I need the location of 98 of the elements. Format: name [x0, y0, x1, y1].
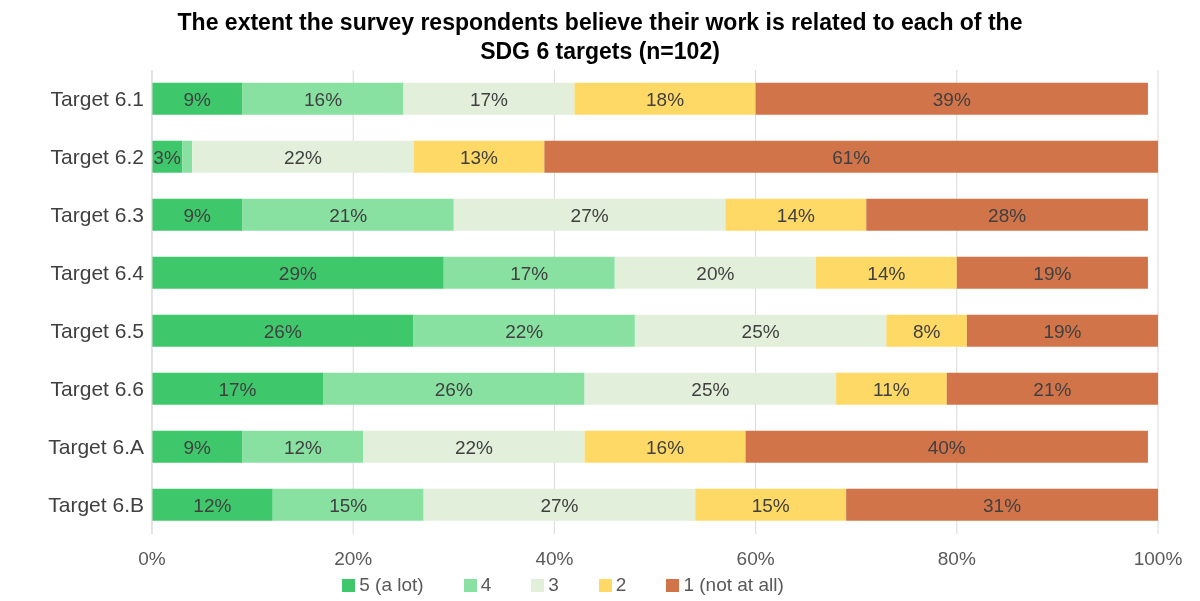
- data-label: 21%: [1033, 378, 1072, 400]
- data-label: 9%: [183, 88, 212, 110]
- bar: [363, 430, 585, 463]
- bar: [966, 314, 1158, 347]
- data-label: 12%: [283, 436, 323, 458]
- data-label: 26%: [434, 378, 473, 400]
- data-label: 16%: [304, 88, 343, 110]
- data-label: 25%: [741, 320, 780, 342]
- bar: [946, 372, 1158, 405]
- data-label: 11%: [873, 378, 910, 400]
- chart-title: The extent the survey respondents believe their work is related to each of the SDG 6 targets (n=102): [176, 8, 1024, 66]
- bar: [413, 314, 635, 347]
- data-label: 8%: [912, 320, 941, 342]
- data-label: 17%: [510, 262, 549, 284]
- data-label: 61%: [832, 146, 871, 168]
- bar: [413, 140, 545, 173]
- bar: [815, 256, 957, 289]
- data-label: 27%: [570, 204, 609, 226]
- y-tick-label: Target 6.5: [50, 319, 144, 343]
- data-label: 14%: [867, 262, 906, 284]
- bar: [725, 198, 867, 231]
- legend-label: 4: [480, 574, 492, 595]
- bar: [423, 488, 696, 521]
- data-label: 9%: [183, 204, 212, 226]
- data-label: 17%: [469, 88, 509, 110]
- data-label: 31%: [983, 494, 1022, 516]
- data-label: 22%: [454, 436, 494, 458]
- data-label: 12%: [193, 494, 232, 516]
- bar: [152, 256, 444, 289]
- bar: [866, 198, 1148, 231]
- data-label: 28%: [988, 204, 1027, 226]
- data-label: 21%: [329, 204, 368, 226]
- legend-label: 1 (not at all): [683, 574, 784, 595]
- x-tick-label: 80%: [937, 548, 976, 570]
- legend-label: 3: [548, 574, 559, 595]
- x-tick-label: 40%: [535, 548, 574, 570]
- bar: [584, 372, 837, 405]
- y-tick-label: Target 6.2: [50, 145, 144, 169]
- bar: [192, 140, 414, 173]
- bar: [323, 372, 585, 405]
- data-label: 39%: [932, 88, 971, 110]
- data-label: 25%: [691, 378, 730, 400]
- bar: [614, 256, 816, 289]
- bar: [755, 82, 1148, 115]
- data-label: 15%: [751, 494, 790, 516]
- y-tick-label: Target 6.A: [48, 435, 144, 459]
- legend-label: 5 (a lot): [359, 574, 424, 595]
- y-tick-label: Target 6.1: [50, 87, 144, 111]
- data-label: 15%: [329, 494, 368, 516]
- bar: [152, 314, 414, 347]
- y-tick-label: Target 6.3: [50, 203, 144, 227]
- bar: [453, 198, 726, 231]
- bar: [242, 198, 454, 231]
- bar: [242, 430, 364, 463]
- bar: [846, 488, 1158, 521]
- bar: [403, 82, 575, 115]
- data-label: 22%: [505, 320, 544, 342]
- data-label: 29%: [278, 262, 317, 284]
- y-tick-label: Target 6.B: [48, 493, 144, 517]
- bar: [152, 488, 273, 521]
- data-label: 18%: [646, 88, 685, 110]
- y-tick-label: Target 6.4: [50, 261, 145, 285]
- bar: [152, 198, 243, 231]
- bar: [886, 314, 967, 347]
- data-label: 27%: [540, 494, 579, 516]
- x-tick-label: 0%: [138, 548, 166, 570]
- bar: [443, 256, 615, 289]
- bar: [574, 82, 756, 115]
- x-tick-label: 20%: [334, 548, 373, 570]
- bar: [152, 82, 243, 115]
- bar: [634, 314, 887, 347]
- bar: [695, 488, 847, 521]
- data-label: 14%: [776, 204, 815, 226]
- data-label: 9%: [183, 436, 212, 458]
- bar: [584, 430, 746, 463]
- bar: [152, 430, 243, 463]
- data-label: 17%: [218, 378, 257, 400]
- y-tick-label: Target 6.6: [50, 377, 144, 401]
- bar: [836, 372, 947, 405]
- bar: [272, 488, 424, 521]
- bar: [242, 82, 404, 115]
- data-label: 22%: [283, 146, 323, 168]
- bar: [182, 140, 193, 173]
- legend-label: 2: [615, 574, 627, 595]
- data-label: 19%: [1043, 320, 1082, 342]
- bar: [956, 256, 1148, 289]
- bar: [544, 140, 1158, 173]
- data-label: 3%: [153, 146, 181, 168]
- bar: [152, 372, 324, 405]
- data-label: 26%: [263, 320, 302, 342]
- data-label: 19%: [1033, 262, 1072, 284]
- data-label: 20%: [696, 262, 735, 284]
- data-label: 13%: [459, 146, 499, 168]
- bar: [745, 430, 1148, 463]
- data-label: 16%: [646, 436, 685, 458]
- x-tick-label: 60%: [736, 548, 775, 570]
- data-label: 40%: [927, 436, 966, 458]
- x-tick-label: 100%: [1133, 548, 1183, 570]
